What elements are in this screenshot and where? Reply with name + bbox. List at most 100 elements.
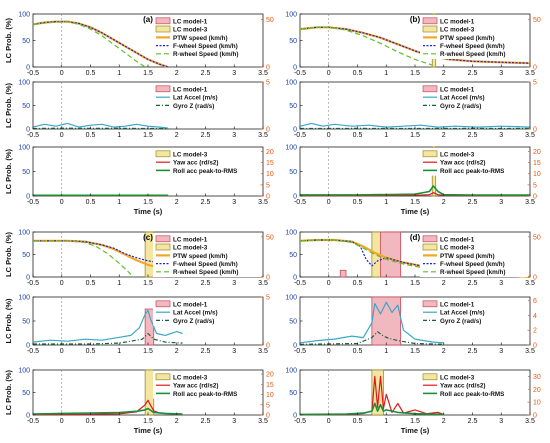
lc-model-1-bar — [380, 231, 402, 278]
y-left-tick-label: 100 — [18, 230, 30, 237]
series-line-fwheel — [33, 240, 183, 270]
legend-entry: LC model-1 — [173, 236, 208, 243]
x-tick-label: 3.5 — [525, 348, 535, 355]
y-left-tick-label: 50 — [22, 319, 30, 326]
x-tick-label: 1.5 — [143, 418, 153, 425]
series-line-lat — [32, 122, 169, 129]
y-right-tick-label: 5 — [266, 295, 270, 302]
y-left-tick-label: 100 — [285, 368, 297, 375]
legend-swatch-lc1 — [422, 85, 438, 93]
y-left-tick-label: 50 — [22, 390, 30, 397]
y-left-tick-label: 100 — [18, 80, 30, 87]
y-left-tick-label: 100 — [285, 295, 297, 302]
x-tick-label: -0.5 — [294, 348, 306, 355]
legend-entry: R-wheel Speed (km/h) — [440, 51, 505, 58]
series-line-fwheel — [299, 239, 444, 270]
legend-entry: Gyro Z (rad/s) — [173, 318, 214, 325]
y-left-axis-title: LC Prob. (%) — [4, 298, 13, 343]
legend-entry: Lat Accel (m/s) — [173, 310, 218, 317]
y-right-tick-label: 0 — [266, 275, 270, 282]
x-tick-label: 1 — [384, 348, 388, 355]
x-tick-label: 0.5 — [86, 280, 96, 287]
y-left-tick-label: 100 — [18, 12, 30, 19]
x-tick-label: -0.5 — [294, 199, 306, 206]
series-line-fwheel — [32, 21, 169, 68]
y-left-tick-label: 0 — [293, 127, 297, 134]
x-tick-label: 2 — [442, 348, 446, 355]
x-tick-label: 0 — [60, 199, 64, 206]
y-left-tick-label: 50 — [22, 252, 30, 259]
legend-entry: LC model-3 — [173, 151, 208, 158]
y-right-tick-label: 20 — [266, 149, 274, 156]
x-tick-label: 2 — [175, 199, 179, 206]
legend-swatch-lc3 — [155, 25, 171, 33]
legend-box — [420, 15, 528, 59]
x-tick-label: 2 — [175, 132, 179, 139]
y-right-tick-label: 15 — [266, 382, 274, 389]
x-tick-label: 2 — [175, 418, 179, 425]
x-tick-label: 3 — [232, 199, 236, 206]
x-tick-label: -0.5 — [27, 348, 39, 355]
x-tick-label: 0.5 — [86, 348, 96, 355]
series-line-rwheel — [33, 240, 135, 278]
y-right-tick-label: 50 — [533, 17, 541, 24]
x-tick-label: 2.5 — [468, 348, 478, 355]
y-left-tick-label: 0 — [293, 194, 297, 201]
x-tick-label: 1 — [117, 280, 121, 287]
y-left-tick-label: 100 — [285, 12, 297, 19]
x-axis-title: Time (s) — [134, 426, 163, 435]
x-tick-label: 0 — [60, 70, 64, 77]
legend-entry: LC model-3 — [440, 374, 475, 381]
x-tick-label: 3.5 — [258, 280, 268, 287]
legend-entry: Gyro Z (rad/s) — [440, 318, 481, 325]
panel-label: (d) — [410, 233, 421, 242]
x-tick-label: 3.5 — [258, 418, 268, 425]
legend-entry: LC model-1 — [173, 18, 208, 25]
y-right-tick-label: 50 — [266, 234, 274, 241]
x-tick-label: 0 — [327, 418, 331, 425]
legend-entry: LC model-1 — [173, 301, 208, 308]
legend-box — [420, 233, 528, 277]
y-left-axis-title: LC Prob. (%) — [4, 370, 13, 415]
lc-model-1-bar — [339, 269, 347, 278]
x-tick-label: 0.5 — [353, 70, 363, 77]
y-left-tick-label: 0 — [26, 343, 30, 350]
y-left-tick-label: 0 — [26, 127, 30, 134]
legend-swatch-lc3 — [422, 150, 438, 158]
x-tick-label: 1.5 — [410, 280, 420, 287]
x-tick-label: 0.5 — [86, 132, 96, 139]
x-tick-label: 0.5 — [86, 199, 96, 206]
y-left-axis-title: LC Prob. (%) — [4, 149, 13, 194]
x-tick-label: 0 — [327, 280, 331, 287]
legend-entry: R-wheel Speed (km/h) — [173, 269, 238, 276]
legend-entry: LC model-3 — [440, 245, 475, 252]
legend-swatch-lc1 — [155, 85, 171, 93]
x-tick-label: 1 — [384, 70, 388, 77]
x-tick-label: -0.5 — [27, 418, 39, 425]
legend-box — [153, 298, 261, 326]
x-tick-label: 2.5 — [201, 280, 211, 287]
x-tick-label: 1.5 — [410, 199, 420, 206]
y-right-tick-label: 0 — [266, 127, 270, 134]
x-tick-label: 2.5 — [201, 199, 211, 206]
legend-swatch-lc1 — [155, 300, 171, 308]
legend-entry: LC model-3 — [173, 374, 208, 381]
x-tick-label: -0.5 — [294, 70, 306, 77]
lc-model-3-bar — [371, 369, 384, 416]
legend-entry: Roll acc peak-to-RMS — [173, 168, 237, 175]
y-left-tick-label: 100 — [285, 230, 297, 237]
legend-entry: LC model-1 — [440, 236, 475, 243]
x-tick-label: 2.5 — [468, 70, 478, 77]
y-right-tick-label: 0 — [266, 413, 270, 420]
y-left-tick-label: 0 — [26, 194, 30, 201]
legend-swatch-lc3 — [422, 25, 438, 33]
x-tick-label: 0.5 — [353, 348, 363, 355]
